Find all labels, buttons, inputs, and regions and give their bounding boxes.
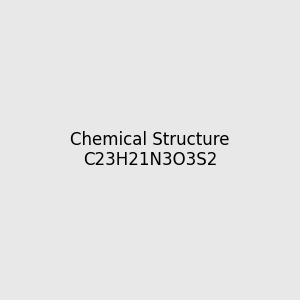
Text: Chemical Structure
C23H21N3O3S2: Chemical Structure C23H21N3O3S2	[70, 130, 230, 170]
